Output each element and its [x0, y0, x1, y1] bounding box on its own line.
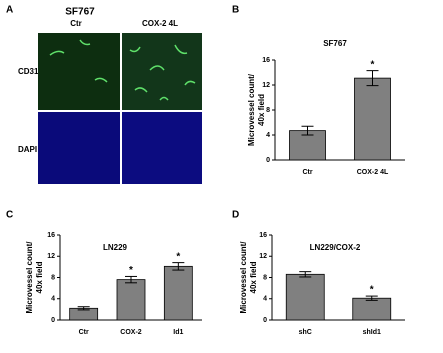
y-axis-label: Microvessel count/	[239, 241, 248, 314]
y-tick-label: 12	[47, 253, 55, 260]
bar	[354, 77, 391, 161]
significance-star: *	[129, 265, 133, 276]
y-tick-label: 8	[263, 274, 267, 281]
x-tick-label: COX-2	[120, 329, 142, 336]
x-tick-label: Ctr	[302, 169, 312, 176]
y-tick-label: 4	[266, 132, 270, 139]
panel-title: SF767	[65, 7, 95, 18]
y-axis-label: 40x field	[35, 261, 44, 293]
chart-title: LN229	[103, 243, 128, 252]
x-tick-label: Id1	[173, 329, 183, 336]
chart-title: LN229/COX-2	[310, 243, 361, 252]
cd31-image	[122, 33, 202, 110]
x-tick-label: shId1	[363, 329, 381, 336]
significance-star: *	[176, 251, 180, 262]
y-tick-label: 16	[47, 232, 55, 239]
y-tick-label: 4	[51, 296, 55, 303]
y-axis-label: Microvessel count/	[25, 241, 34, 314]
bar	[352, 297, 392, 321]
y-tick-label: 4	[263, 296, 267, 303]
row-label: DAPI	[18, 145, 37, 154]
panel-letter: C	[6, 210, 13, 221]
bar	[116, 279, 146, 321]
y-tick-label: 16	[259, 232, 267, 239]
cd31-image	[38, 33, 120, 110]
y-tick-label: 8	[51, 274, 55, 281]
bar	[163, 265, 193, 321]
y-tick-label: 0	[266, 157, 270, 164]
y-tick-label: 12	[262, 82, 270, 89]
dapi-image	[38, 112, 120, 184]
chart-title: SF767	[323, 39, 347, 48]
dapi-image	[122, 112, 202, 184]
significance-star: *	[371, 59, 375, 70]
y-axis-label: Microvessel count/	[247, 73, 256, 146]
x-tick-label: COX-2 4L	[357, 169, 389, 176]
y-tick-label: 0	[51, 317, 55, 324]
y-tick-label: 12	[259, 253, 267, 260]
panel-letter: A	[6, 5, 13, 16]
y-tick-label: 8	[266, 107, 270, 114]
x-tick-label: Ctr	[79, 329, 89, 336]
y-axis-label: 40x field	[249, 261, 258, 293]
column-label: Ctr	[70, 19, 82, 28]
column-label: COX-2 4L	[142, 19, 178, 28]
bar	[285, 273, 325, 321]
y-axis-label: 40x field	[257, 94, 266, 126]
panel-letter: B	[232, 5, 239, 16]
panel-letter: D	[232, 210, 239, 221]
row-label: CD31	[18, 67, 39, 76]
micrographs	[38, 33, 202, 184]
x-tick-label: shC	[299, 329, 312, 336]
significance-star: *	[370, 285, 374, 296]
y-tick-label: 0	[263, 317, 267, 324]
y-tick-label: 16	[262, 57, 270, 64]
